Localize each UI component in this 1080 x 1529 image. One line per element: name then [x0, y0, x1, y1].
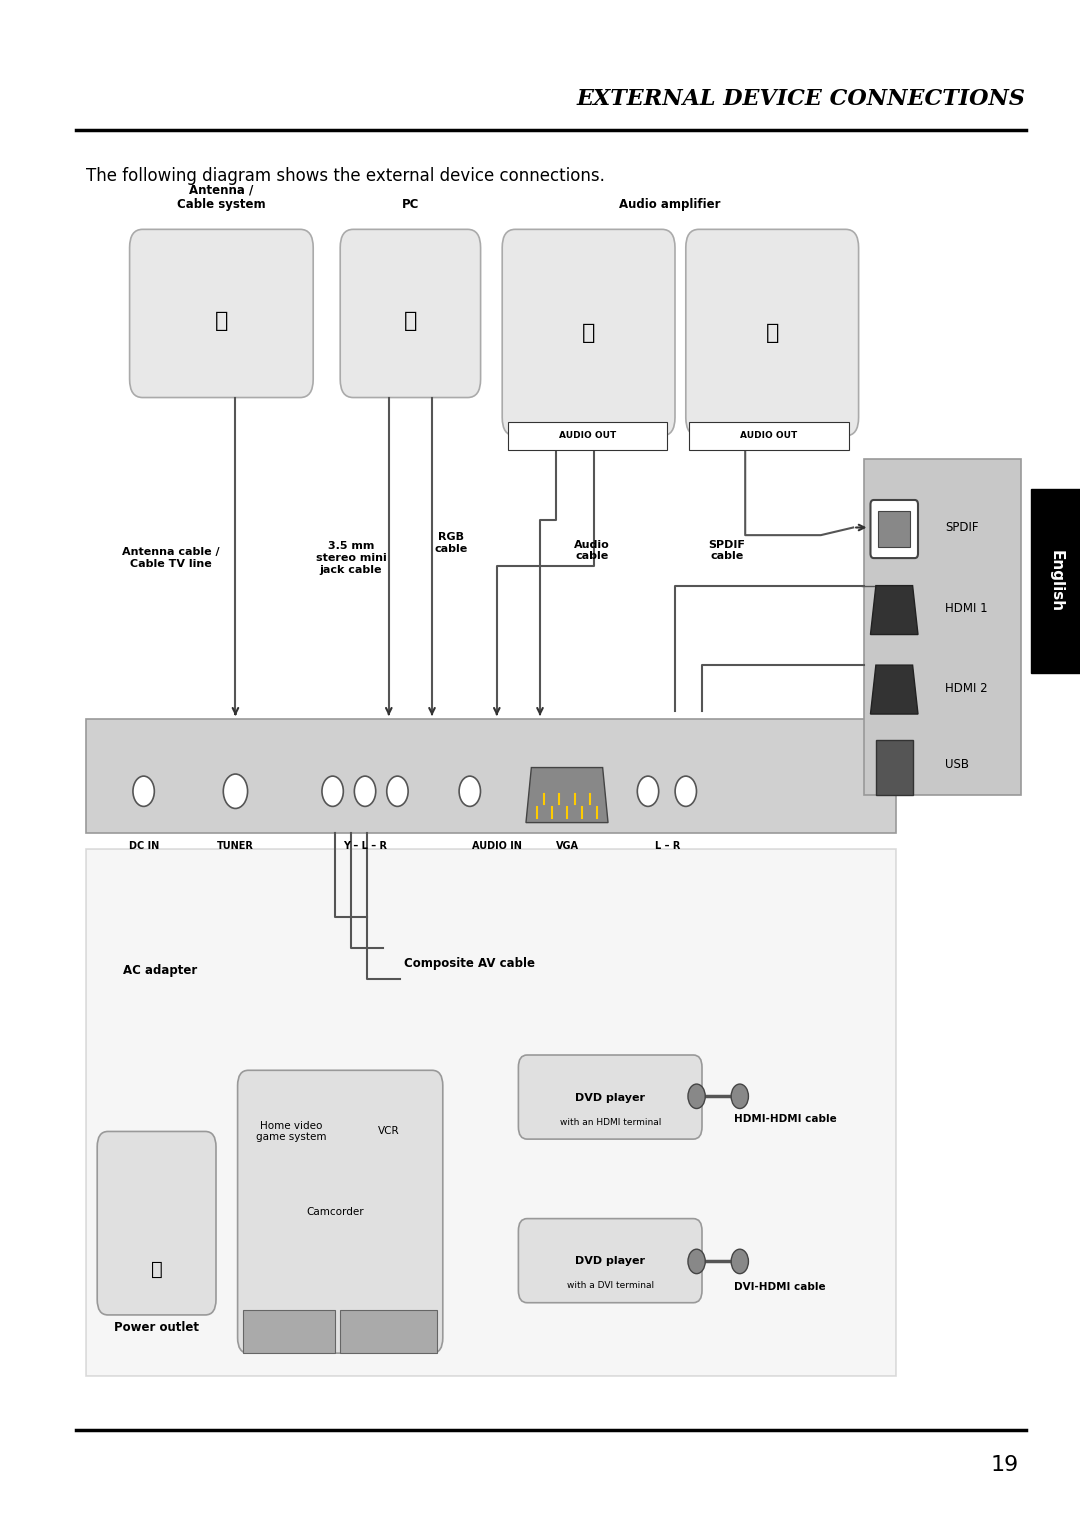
Text: AUDIO IN: AUDIO IN	[472, 841, 522, 852]
Text: The following diagram shows the external device connections.: The following diagram shows the external…	[86, 167, 605, 185]
Bar	[340, 1310, 437, 1353]
Text: 📡: 📡	[215, 310, 228, 332]
Text: DVD player: DVD player	[576, 1093, 645, 1102]
Text: SPDIF: SPDIF	[945, 521, 978, 534]
Text: Digital TV tuner: Digital TV tuner	[353, 1329, 424, 1338]
Bar	[878, 511, 910, 547]
Text: Antenna /
Cable system: Antenna / Cable system	[177, 183, 266, 211]
Bar	[508, 422, 667, 450]
Text: 3.5 mm
stereo mini
jack cable: 3.5 mm stereo mini jack cable	[315, 541, 387, 575]
Text: Power outlet: Power outlet	[114, 1321, 199, 1333]
FancyBboxPatch shape	[340, 229, 481, 398]
Circle shape	[688, 1084, 705, 1109]
Bar	[86, 719, 896, 833]
Text: VCR: VCR	[378, 1127, 400, 1136]
Text: Audio amplifier: Audio amplifier	[619, 197, 720, 211]
Circle shape	[637, 777, 659, 806]
Text: DVD player: DVD player	[264, 1329, 315, 1338]
Circle shape	[354, 777, 376, 806]
Text: Antenna cable /
Cable TV line: Antenna cable / Cable TV line	[122, 547, 219, 569]
Text: DVD player: DVD player	[576, 1257, 645, 1266]
Text: TUNER: TUNER	[217, 841, 254, 852]
Circle shape	[731, 1084, 748, 1109]
Text: VGA: VGA	[555, 841, 579, 852]
FancyBboxPatch shape	[130, 229, 313, 398]
Text: Home video
game system: Home video game system	[256, 1121, 327, 1142]
Text: HDMI-HDMI cable: HDMI-HDMI cable	[734, 1115, 837, 1124]
Text: AC adapter: AC adapter	[123, 965, 197, 977]
Text: Camcorder: Camcorder	[306, 1208, 364, 1217]
Text: English: English	[1049, 550, 1064, 612]
Text: USB: USB	[945, 758, 969, 771]
Text: PC: PC	[402, 197, 419, 211]
FancyBboxPatch shape	[518, 1219, 702, 1303]
Bar	[86, 849, 896, 1376]
Text: DVI-HDMI cable: DVI-HDMI cable	[734, 1283, 826, 1292]
Bar	[876, 740, 913, 795]
Text: 19: 19	[990, 1454, 1018, 1475]
Polygon shape	[526, 768, 608, 823]
Text: DC IN: DC IN	[129, 841, 159, 852]
FancyBboxPatch shape	[502, 229, 675, 436]
Text: 🔌: 🔌	[151, 1260, 162, 1278]
Text: 🔊: 🔊	[766, 323, 779, 344]
FancyBboxPatch shape	[518, 1055, 702, 1139]
Bar	[864, 459, 1021, 795]
Text: L – R: L – R	[654, 841, 680, 852]
Circle shape	[224, 774, 247, 809]
FancyBboxPatch shape	[238, 1070, 443, 1353]
Bar	[1031, 489, 1080, 673]
Circle shape	[133, 777, 154, 806]
Text: AUDIO OUT: AUDIO OUT	[740, 431, 798, 440]
Bar	[243, 1310, 335, 1353]
Text: HDMI 2: HDMI 2	[945, 682, 987, 694]
Text: with a DVI terminal: with a DVI terminal	[567, 1281, 653, 1290]
Circle shape	[322, 777, 343, 806]
FancyBboxPatch shape	[97, 1131, 216, 1315]
Text: RGB
cable: RGB cable	[435, 532, 468, 553]
Text: EXTERNAL DEVICE CONNECTIONS: EXTERNAL DEVICE CONNECTIONS	[577, 89, 1026, 110]
Circle shape	[675, 777, 697, 806]
Circle shape	[387, 777, 408, 806]
Text: Audio
cable: Audio cable	[573, 540, 610, 561]
Circle shape	[459, 777, 481, 806]
Text: 🔊: 🔊	[582, 323, 595, 344]
Polygon shape	[870, 665, 918, 714]
Circle shape	[552, 771, 582, 812]
Text: AUDIO OUT: AUDIO OUT	[558, 431, 617, 440]
Bar	[689, 422, 849, 450]
Text: with an HDMI terminal: with an HDMI terminal	[559, 1118, 661, 1127]
FancyBboxPatch shape	[870, 500, 918, 558]
FancyBboxPatch shape	[686, 229, 859, 436]
Text: Y – L – R: Y – L – R	[343, 841, 387, 852]
Text: 🖥: 🖥	[404, 310, 417, 332]
Circle shape	[731, 1249, 748, 1274]
Text: SPDIF
cable: SPDIF cable	[708, 540, 745, 561]
Circle shape	[688, 1249, 705, 1274]
Text: HDMI 1: HDMI 1	[945, 602, 987, 615]
Polygon shape	[870, 586, 918, 635]
Text: Composite AV cable: Composite AV cable	[404, 957, 536, 969]
